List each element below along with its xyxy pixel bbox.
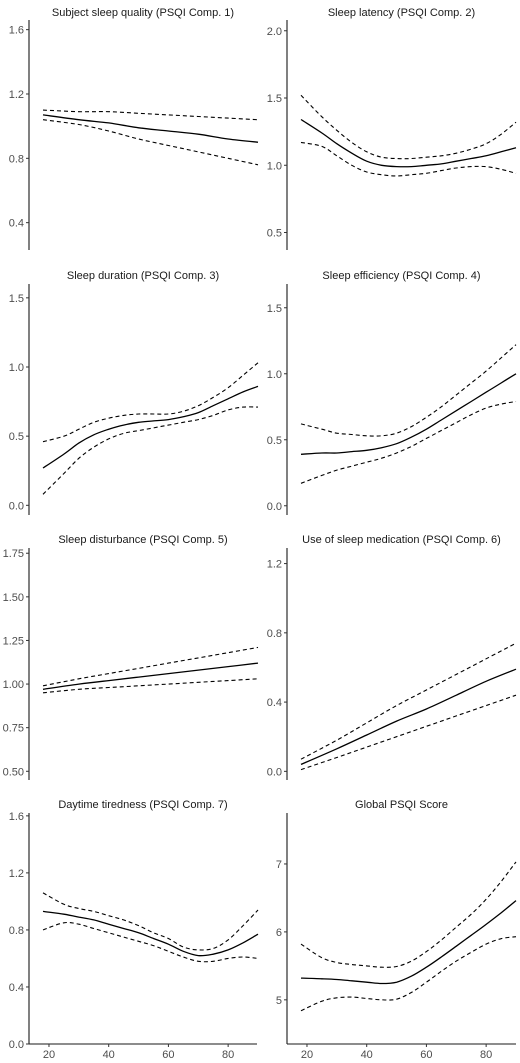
y-tick-label: 0.4 [9,982,24,994]
ci-lower-line [300,936,517,1012]
panel-3: Sleep duration (PSQI Comp. 3) 0.0 0.5 1.0 1.… [9,270,259,515]
panel-title: Sleep efficiency (PSQI Comp. 4) [322,270,480,282]
y-tick-label: 0.0 [267,501,282,513]
panel-title: Sleep latency (PSQI Comp. 2) [328,7,475,19]
y-tick-label: 0.5 [9,431,24,443]
panel-title: Sleep disturbance (PSQI Comp. 5) [58,534,227,546]
y-tick-label: 1.5 [267,303,282,315]
y-tick-label: 1.5 [267,93,282,105]
fit-line [42,385,259,469]
ci-lower-line [42,921,259,963]
y-tick-label: 1.00 [3,679,24,691]
ci-upper-line [42,109,259,121]
y-tick-label: 0.50 [3,766,24,778]
ci-upper-line [300,642,517,760]
y-tick-label: 0.4 [267,697,282,709]
y-tick-label: 1.2 [9,89,24,101]
y-tick-label: 0.8 [9,153,24,165]
x-tick-label: 60 [420,1049,432,1061]
y-tick-label: 1.0 [9,362,24,374]
y-tick-label: 1.2 [267,559,282,571]
ci-lower-line [300,400,517,484]
y-tick-label: 1.75 [3,548,24,560]
y-tick-label: 1.0 [267,369,282,381]
y-tick-label: 7 [276,859,282,871]
ci-lower-line [300,694,517,771]
fit-line [42,114,259,143]
x-tick-label: 60 [162,1049,174,1061]
y-tick-label: 0.5 [267,435,282,447]
y-tick-label: 0.5 [267,228,282,240]
y-tick-label: 1.5 [9,293,24,305]
ci-upper-line [42,892,259,951]
y-tick-label: 0.0 [9,1039,24,1051]
panel-title: Daytime tiredness (PSQI Comp. 7) [58,799,227,811]
y-tick-label: 0.8 [267,628,282,640]
y-tick-label: 1.6 [9,811,24,823]
x-tick-label: 40 [103,1049,115,1061]
ci-lower-line [42,678,259,694]
y-tick-label: 6 [276,927,282,939]
x-tick-label: 80 [222,1049,234,1061]
panel-4: Sleep efficiency (PSQI Comp. 4) 0.0 0.5 1.0… [267,270,517,515]
y-tick-label: 1.25 [3,635,24,647]
panel-2: Sleep latency (PSQI Comp. 2) 0.5 1.0 1.5 2.0 [267,7,517,250]
y-tick-label: 0.75 [3,723,24,735]
ci-upper-line [300,861,517,968]
fit-line [300,900,517,985]
ci-upper-line [300,344,517,437]
fit-line [300,118,517,168]
panel-7: Daytime tiredness (PSQI Comp. 7) 0.0 0.4 0.… [9,799,259,1061]
y-tick-label: 1.0 [267,160,282,172]
y-tick-label: 1.2 [9,868,24,880]
ci-lower-line [42,119,259,166]
ci-upper-line [300,94,517,160]
panel-title: Subject sleep quality (PSQI Comp. 1) [52,7,234,19]
y-tick-label: 0.0 [9,500,24,512]
ci-upper-line [42,646,259,687]
fit-line [42,662,259,690]
panel-title: Sleep duration (PSQI Comp. 3) [67,270,219,282]
fit-line [300,373,517,455]
x-tick-label: 80 [480,1049,492,1061]
x-tick-label: 20 [301,1049,313,1061]
x-tick-label: 40 [361,1049,373,1061]
panel-title: Use of sleep medication (PSQI Comp. 6) [302,534,501,546]
panel-title: Global PSQI Score [355,799,448,811]
y-tick-label: 2.0 [267,26,282,38]
panel-1: Subject sleep quality (PSQI Comp. 1) 0.4 0… [9,7,259,250]
fit-line [42,910,259,957]
ci-upper-line [42,362,259,443]
fit-line [300,668,517,765]
y-tick-label: 1.6 [9,25,24,37]
panel-5: Sleep disturbance (PSQI Comp. 5) 0.50 0.75… [3,534,259,780]
panel-6: Use of sleep medication (PSQI Comp. 6) 0.… [267,534,517,780]
ci-lower-line [300,141,517,177]
ci-lower-line [42,406,259,495]
panel-8: Global PSQI Score 5 6 7 20 40 60 80 [276,799,517,1061]
y-tick-label: 0.8 [9,925,24,937]
y-tick-label: 0.0 [267,766,282,778]
y-tick-label: 5 [276,995,282,1007]
y-tick-label: 0.4 [9,218,24,230]
x-tick-label: 20 [43,1049,55,1061]
y-tick-label: 1.50 [3,592,24,604]
